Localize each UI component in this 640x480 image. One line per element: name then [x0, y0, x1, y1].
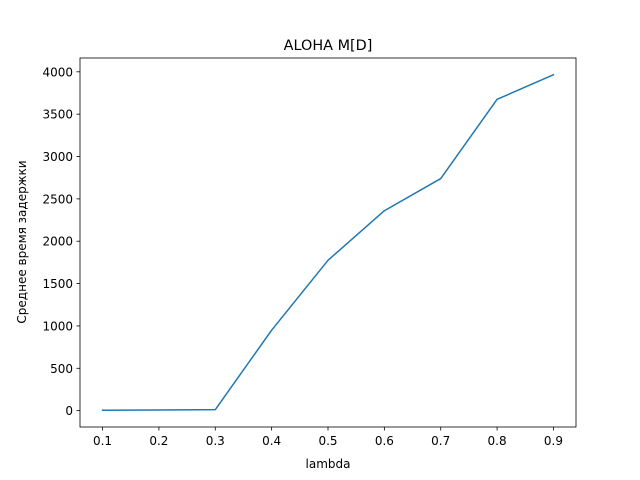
y-axis-ticks: 0 500 1000 1500 2000 2500 3000 3500 4000 — [42, 65, 80, 418]
x-tick-label: 0.8 — [488, 434, 507, 448]
y-tick-label: 2500 — [42, 192, 73, 206]
y-tick-label: 500 — [50, 362, 73, 376]
plot-frame — [79, 57, 577, 428]
x-tick-label: 0.4 — [262, 434, 281, 448]
x-axis-ticks: 0.1 0.2 0.3 0.4 0.5 0.6 0.7 0.8 0.9 — [93, 427, 563, 448]
y-tick-label: 2000 — [42, 235, 73, 249]
y-tick-label: 1500 — [42, 277, 73, 291]
series-line-0 — [101, 73, 555, 411]
x-tick-label: 0.2 — [149, 434, 168, 448]
series-layer — [101, 73, 555, 411]
x-tick-label: 0.6 — [375, 434, 394, 448]
y-tick-label: 4000 — [42, 65, 73, 79]
x-tick-label: 0.7 — [431, 434, 450, 448]
y-tick-label: 3500 — [42, 108, 73, 122]
x-tick-label: 0.9 — [544, 434, 563, 448]
x-tick-label: 0.1 — [93, 434, 112, 448]
y-axis-label: Среднее время задержки — [15, 160, 29, 323]
x-tick-label: 0.5 — [318, 434, 337, 448]
y-tick-label: 0 — [65, 404, 73, 418]
x-axis-label: lambda — [306, 457, 351, 471]
y-tick-label: 3000 — [42, 150, 73, 164]
x-tick-label: 0.3 — [206, 434, 225, 448]
chart-title: ALOHA M[D] — [284, 38, 373, 54]
y-tick-label: 1000 — [42, 319, 73, 333]
